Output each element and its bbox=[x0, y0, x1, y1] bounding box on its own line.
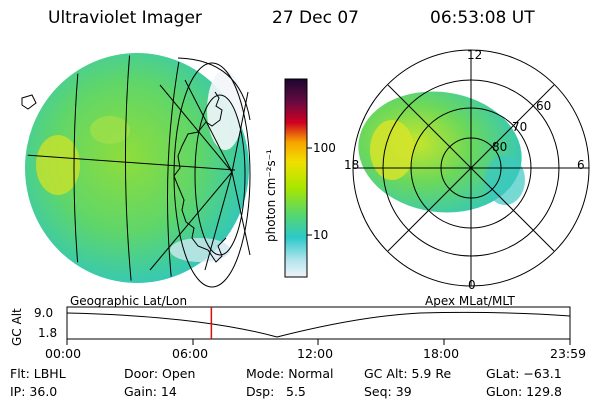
colorbar bbox=[284, 78, 308, 278]
y-tick-label: 1.8 bbox=[38, 326, 58, 340]
altitude-timeline bbox=[66, 306, 571, 345]
observation-date: 27 Dec 07 bbox=[272, 8, 359, 28]
mlt-label-0: 0 bbox=[468, 278, 476, 292]
colorbar-unit-label: photon cm⁻²s⁻¹ bbox=[264, 149, 278, 242]
x-tick-label: 18:00 bbox=[423, 346, 460, 361]
glon-info: GLon: 129.8 bbox=[486, 384, 562, 399]
lat-label-80: 80 bbox=[492, 140, 508, 154]
mlt-label-6: 6 bbox=[577, 158, 585, 172]
earth-disk-image bbox=[25, 53, 249, 283]
dsp-value: 5.5 bbox=[286, 384, 306, 399]
colorbar-ticks bbox=[307, 147, 312, 236]
x-tick-label: 06:00 bbox=[172, 346, 209, 361]
coastline-outline bbox=[21, 94, 37, 110]
coastline-outline bbox=[173, 91, 227, 263]
door-info: Door: Open bbox=[124, 366, 196, 381]
y-tick-label: 9.0 bbox=[34, 306, 54, 320]
ip-info: IP: 36.0 bbox=[10, 384, 58, 399]
x-tick-label: 23:59 bbox=[550, 346, 587, 361]
x-tick-label: 00:00 bbox=[45, 346, 82, 361]
instrument-title: Ultraviolet Imager bbox=[48, 8, 202, 28]
x-tick-label: 12:00 bbox=[297, 346, 334, 361]
mlt-label-12: 12 bbox=[467, 48, 483, 62]
observation-time: 06:53:08 UT bbox=[430, 8, 535, 28]
geographic-grid-outer bbox=[149, 57, 251, 288]
gc-alt-info: GC Alt: 5.9 Re bbox=[364, 366, 452, 381]
dsp-label: Dsp: bbox=[246, 384, 275, 399]
mode-info: Mode: Normal bbox=[246, 366, 334, 381]
geographic-label: Geographic Lat/Lon bbox=[70, 294, 188, 308]
colorbar-tick-label: 10 bbox=[313, 228, 329, 242]
seq-info: Seq: 39 bbox=[364, 384, 412, 399]
filter-info: Flt: LBHL bbox=[10, 366, 66, 381]
lat-label-60: 60 bbox=[536, 99, 552, 113]
polar-auroral-plot bbox=[352, 49, 590, 287]
mlt-label-18: 18 bbox=[344, 158, 360, 172]
lat-label-70: 70 bbox=[512, 120, 528, 134]
gain-info: Gain: 14 bbox=[124, 384, 177, 399]
glat-info: GLat: −63.1 bbox=[486, 366, 562, 381]
colorbar-tick-label: 100 bbox=[313, 141, 336, 155]
altitude-axis-title: GC Alt bbox=[10, 308, 24, 346]
geographic-grid bbox=[27, 55, 236, 281]
apex-label: Apex MLat/MLT bbox=[425, 294, 515, 308]
